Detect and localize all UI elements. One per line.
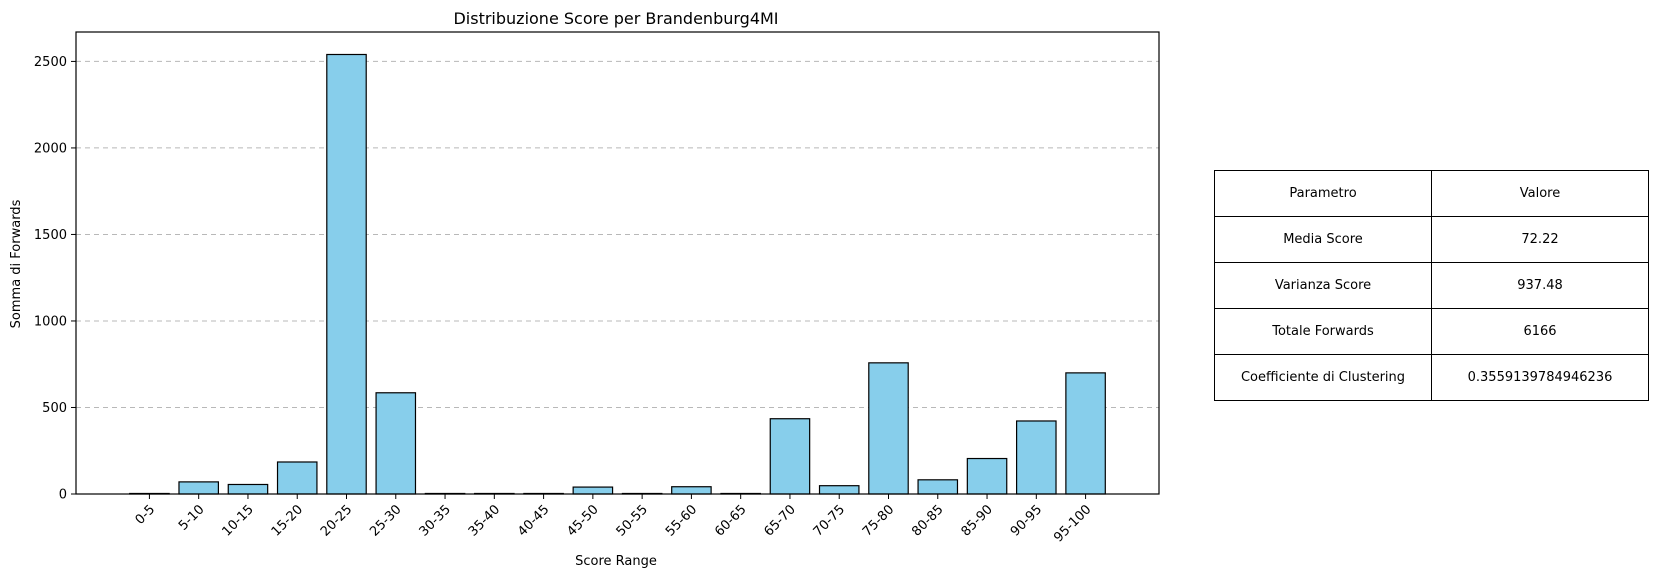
gridlines (76, 60, 1159, 408)
x-axis-ticks: 0-5 5-10 10-15 15-20 20-25 25-30 30-35 35-40 40-… (133, 494, 1094, 545)
x-tick-label: 80-85 (909, 502, 946, 539)
bar (769, 418, 811, 495)
table-cell: 0.3559139784946236 (1431, 354, 1649, 401)
x-tick-label: 50-55 (614, 502, 651, 539)
bar (276, 461, 318, 495)
y-tick-label: 1500 (34, 228, 67, 243)
table-row: Totale Forwards 6166 (1214, 308, 1649, 355)
bar (1065, 372, 1106, 495)
y-tick-label: 2000 (34, 141, 67, 156)
bar (375, 392, 417, 495)
x-tick-label: 95-100 (1051, 502, 1094, 545)
bar (326, 53, 367, 495)
table-cell: Varianza Score (1214, 262, 1432, 309)
x-tick-label: 90-95 (1008, 502, 1045, 539)
x-tick-label: 85-90 (959, 502, 996, 539)
x-tick-label: 65-70 (761, 502, 798, 539)
x-tick-label: 10-15 (219, 502, 256, 539)
table-cell: Totale Forwards (1214, 308, 1432, 355)
bar (227, 483, 269, 495)
y-tick-label: 0 (59, 488, 67, 503)
x-tick-label: 20-25 (318, 502, 355, 539)
bar (1016, 420, 1057, 495)
table-row: Varianza Score 937.48 (1214, 262, 1649, 309)
x-tick-label: 0-5 (133, 502, 159, 528)
plot-frame (75, 31, 1160, 495)
table-row: Coefficiente di Clustering 0.35591397849… (1214, 354, 1649, 401)
y-tick-label: 2500 (34, 55, 67, 70)
x-tick-label: 55-60 (663, 502, 700, 539)
table-cell: 6166 (1431, 308, 1649, 355)
x-tick-label: 45-50 (564, 502, 601, 539)
x-axis-label: Score Range (575, 554, 657, 569)
table-header-row: Parametro Valore (1214, 170, 1649, 217)
table-header-cell: Valore (1431, 170, 1649, 217)
bar (917, 479, 959, 495)
x-tick-label: 30-35 (417, 502, 454, 539)
y-axis-label: Somma di Forwards (9, 199, 24, 328)
x-tick-label: 15-20 (269, 502, 306, 539)
bar (671, 486, 712, 495)
bar (572, 486, 614, 495)
x-tick-label: 40-45 (515, 502, 552, 539)
table-cell: 72.22 (1431, 216, 1649, 263)
y-axis-ticks: 0 500 1000 1500 2000 2500 (34, 55, 76, 503)
x-tick-label: 5-10 (176, 502, 207, 533)
bar (818, 485, 860, 495)
y-tick-label: 1000 (34, 314, 67, 329)
x-tick-label: 35-40 (466, 502, 503, 539)
x-tick-label: 25-30 (367, 502, 404, 539)
bar (966, 457, 1008, 495)
table-cell: 937.48 (1431, 262, 1649, 309)
chart-title: Distribuzione Score per Brandenburg4MI (453, 9, 778, 28)
table-header-cell: Parametro (1214, 170, 1432, 217)
table-row: Media Score 72.22 (1214, 216, 1649, 263)
bars (129, 53, 1106, 495)
x-tick-label: 75-80 (860, 502, 897, 539)
table-cell: Media Score (1214, 216, 1432, 263)
table-cell: Coefficiente di Clustering (1214, 354, 1432, 401)
x-tick-label: 70-75 (811, 502, 848, 539)
x-tick-label: 60-65 (712, 502, 749, 539)
y-tick-label: 500 (42, 401, 67, 416)
bar (868, 362, 909, 495)
stats-table: Parametro Valore Media Score 72.22 Varia… (1214, 170, 1649, 401)
bar (178, 481, 219, 495)
